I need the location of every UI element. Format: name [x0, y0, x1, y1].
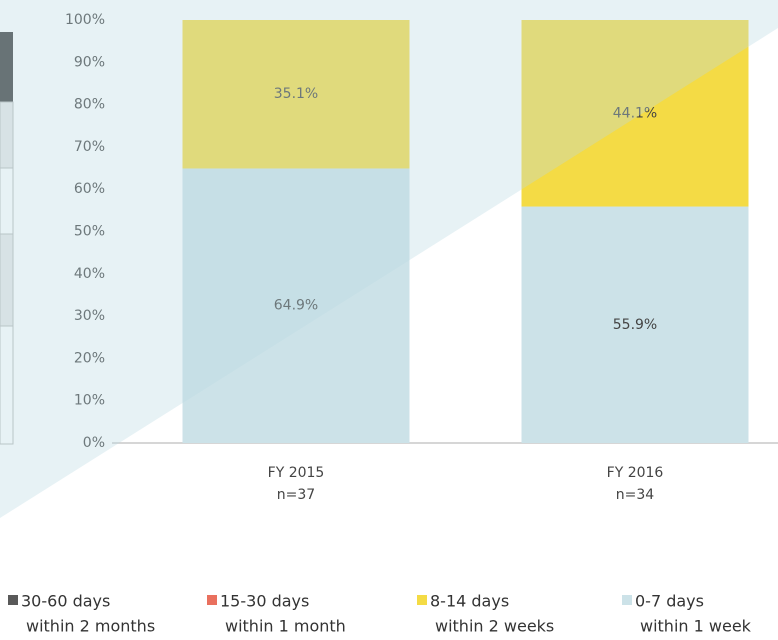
legend-description: within 2 months [26, 617, 155, 636]
data-label: 55.9% [613, 317, 657, 333]
y-tick-label: 100% [65, 12, 105, 28]
x-tick-label: FY 2016 [607, 465, 664, 481]
y-tick-label: 30% [74, 308, 105, 324]
y-tick-label: 70% [74, 139, 105, 155]
data-label: 44.1% [613, 105, 657, 121]
x-tick-note: n=37 [277, 487, 315, 503]
legend-label: 0-7 days [635, 592, 704, 611]
legend-label: 30-60 days [21, 592, 110, 611]
legend-swatch [207, 595, 217, 605]
y-tick-label: 0% [83, 435, 105, 451]
x-tick-label: FY 2015 [268, 465, 325, 481]
bar-segment [182, 168, 410, 443]
table-fragment [0, 32, 14, 445]
y-tick-label: 80% [74, 97, 105, 113]
data-label: 35.1% [274, 86, 318, 102]
legend-swatch [8, 595, 18, 605]
legend-description: within 1 month [225, 617, 346, 636]
y-tick-label: 20% [74, 350, 105, 366]
y-tick-label: 40% [74, 266, 105, 282]
legend-swatch [622, 595, 632, 605]
legend-description: within 2 weeks [435, 617, 554, 636]
y-tick-label: 90% [74, 54, 105, 70]
legend-label: 15-30 days [220, 592, 309, 611]
decorative-triangle [0, 0, 778, 518]
y-tick-label: 50% [74, 224, 105, 240]
legend-description: within 1 week [640, 617, 752, 636]
legend-swatch [417, 595, 427, 605]
legend-label: 8-14 days [430, 592, 509, 611]
bar-segment [521, 20, 749, 207]
bar-segment [521, 206, 749, 443]
data-label: 64.9% [274, 298, 318, 314]
bar-segment [182, 20, 410, 169]
y-tick-label: 10% [74, 393, 105, 409]
y-tick-label: 60% [74, 181, 105, 197]
x-tick-note: n=34 [616, 487, 655, 503]
